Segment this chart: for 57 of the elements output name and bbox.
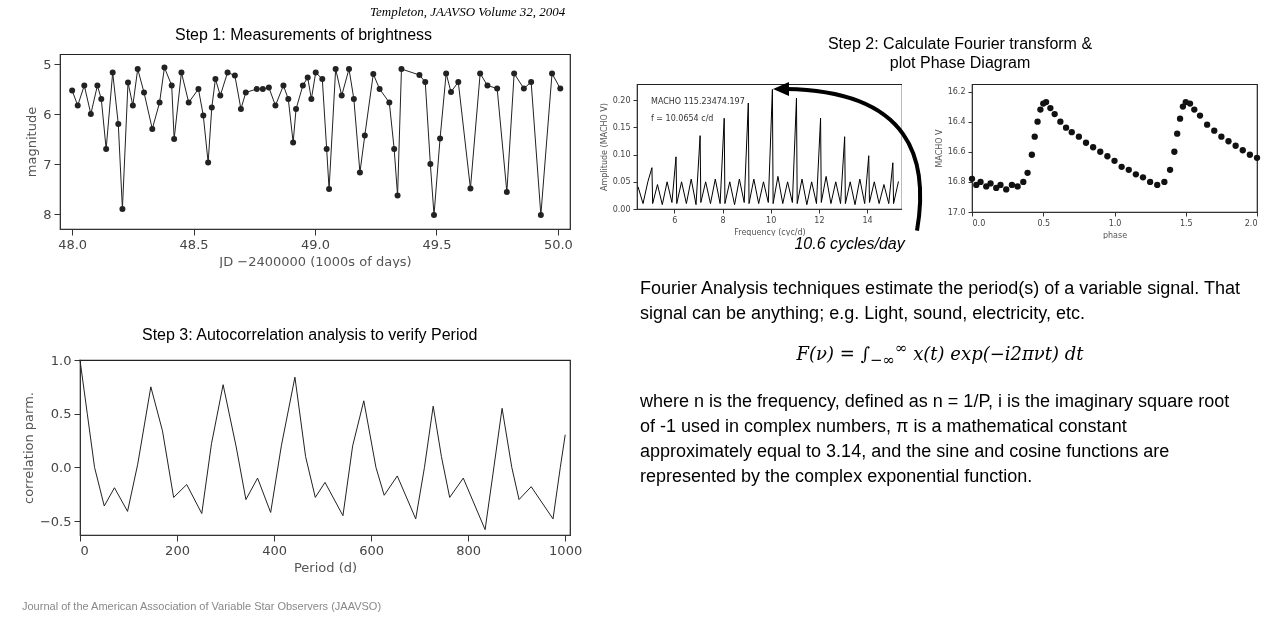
x-tick-label: 49.0: [301, 236, 330, 252]
y-tick-label: 16.6: [947, 147, 966, 157]
x-axis-title: Frequency (cyc/d): [734, 227, 806, 237]
y-tick-label: 0.0: [50, 459, 72, 475]
text: F(ν) = ∫$_{−∞}$$^{∞}$ x(t) exp(−i2πνt) dt: [795, 338, 1085, 371]
x-axis-title: phase: [1102, 230, 1128, 240]
y-tick-label: 17.0: [947, 207, 966, 217]
y-tick-label: 6: [43, 106, 52, 122]
x-tick-label: 2.0: [1244, 218, 1258, 228]
text: Step 2: Calculate Fourier transform & plot Phase Diagram: [826, 34, 1094, 72]
x-tick-label: 0.5: [1037, 218, 1051, 228]
text: where n is the frequency, defined as n = 1/P, i is the imaginary square root of -1 used in complex numbers, π is a mathematical constant approximately equal to 3.14, and the sine and cosine functions are represented by the complex exponential function.: [640, 389, 1231, 488]
annotation: MACHO 115.23474.197: [651, 97, 745, 106]
y-axis-title: magnitude: [24, 106, 40, 178]
text: Fourier Analysis techniques estimate the period(s) of a variable signal. That signal can be anything; e.g. Light, sound, electricity, etc.: [640, 277, 1240, 325]
chart-title: Step 3: Autocorrelation analysis to verify Period: [142, 326, 478, 344]
x-tick-label: 200: [165, 542, 190, 558]
y-tick-label: 0.20: [612, 95, 631, 105]
x-tick-label: 800: [456, 542, 482, 558]
y-axis-title: Amplitude (MACHO V): [599, 103, 609, 191]
y-tick-label: −0.5: [39, 513, 72, 529]
y-tick-label: 16.2: [947, 87, 966, 97]
y-tick-label: 5: [43, 56, 52, 72]
x-tick-label: 48.5: [179, 236, 209, 252]
x-tick-label: 1.0: [1108, 218, 1122, 228]
y-tick-label: 0.5: [50, 406, 72, 422]
x-tick-label: 50.0: [543, 236, 573, 252]
x-tick-label: 0: [80, 542, 89, 558]
x-tick-label: 48.0: [58, 236, 88, 252]
y-tick-label: 0.05: [612, 177, 631, 187]
y-tick-label: 0.15: [612, 122, 631, 132]
y-axis-title: correlation parm.: [20, 391, 36, 505]
x-tick-label: 12: [814, 215, 825, 225]
x-tick-label: 6: [672, 215, 678, 225]
x-tick-label: 0.0: [972, 218, 986, 228]
y-tick-label: 7: [43, 156, 52, 172]
x-axis-title: JD −2400000 (1000s of days): [218, 253, 412, 269]
y-axis-title: MACHO V: [934, 128, 944, 168]
chart-title: Step 1: Measurements of brightness: [175, 26, 433, 44]
x-tick-label: 1.5: [1179, 218, 1193, 228]
text: Journal of the American Association of Variable Star Observers (JAAVSO): [22, 600, 382, 612]
x-tick-label: 14: [862, 215, 873, 225]
annotation: f = 10.0654 c/d: [651, 114, 714, 123]
x-tick-label: 10: [766, 215, 777, 225]
y-tick-label: 1.0: [50, 352, 72, 368]
x-tick-label: 400: [262, 542, 287, 558]
text: Templeton, JAAVSO Volume 32, 2004: [370, 4, 566, 20]
y-tick-label: 16.8: [947, 177, 966, 187]
x-tick-label: 1000: [549, 542, 583, 558]
y-tick-label: 0.00: [612, 204, 631, 214]
x-tick-label: 49.5: [422, 236, 452, 252]
x-axis-title: Period (d): [293, 559, 358, 575]
y-tick-label: 0.10: [612, 150, 631, 160]
x-tick-label: 600: [359, 542, 384, 558]
y-tick-label: 16.4: [947, 117, 966, 127]
text: 10.6 cycles/day: [794, 235, 905, 253]
x-tick-label: 8: [720, 215, 726, 225]
